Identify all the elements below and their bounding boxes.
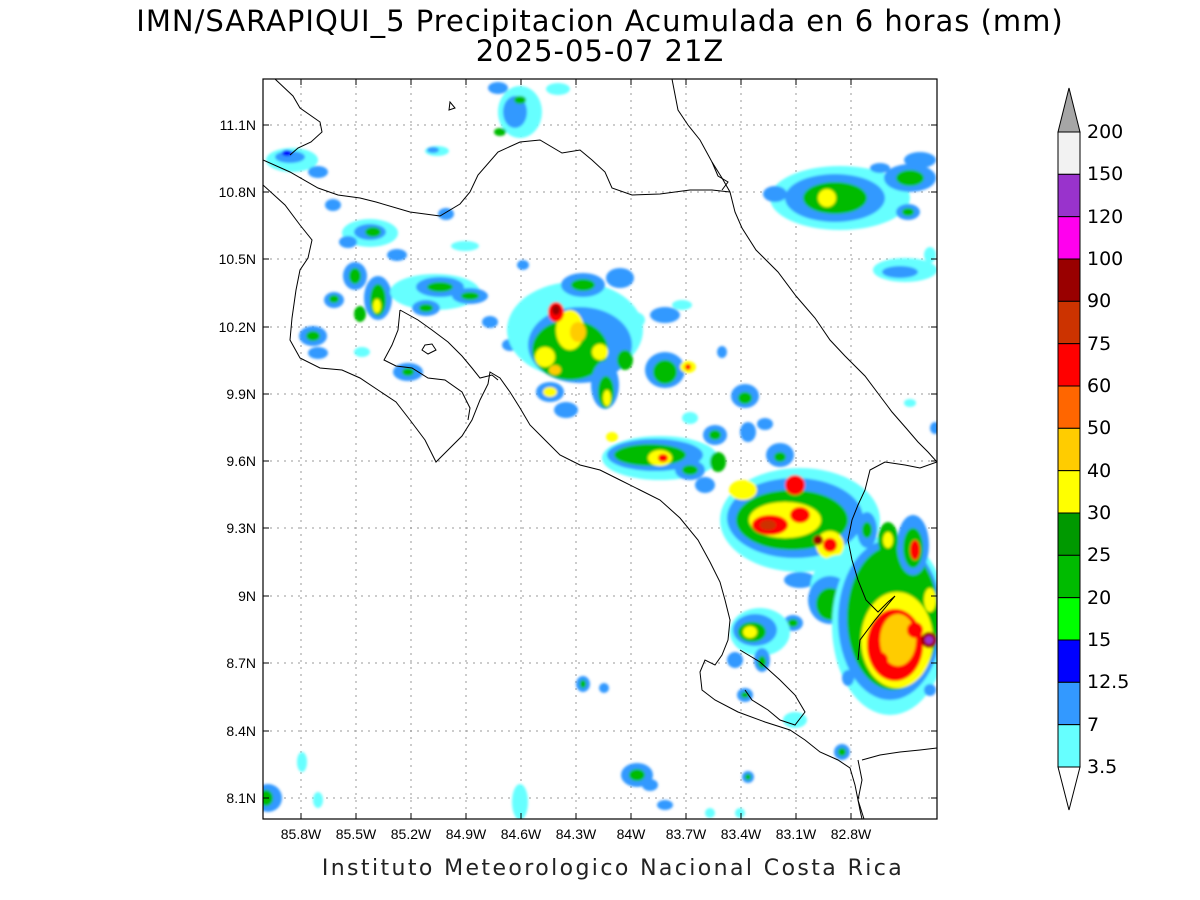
lat-label: 8.4N bbox=[226, 723, 256, 739]
coastline-and-borders bbox=[263, 79, 937, 819]
colorbar-swatch-20-25 bbox=[1057, 554, 1081, 599]
colorbar-label: 12.5 bbox=[1087, 671, 1130, 693]
precip-cells-central bbox=[507, 268, 727, 418]
lat-label: 9.3N bbox=[226, 520, 256, 536]
colorbar-swatch-7-12.5 bbox=[1057, 681, 1081, 726]
colorbar-swatch-60-75 bbox=[1057, 343, 1081, 387]
colorbar-label: 60 bbox=[1087, 375, 1112, 397]
precip-cells-north bbox=[488, 82, 570, 138]
lat-label: 9.6N bbox=[226, 453, 256, 469]
lat-label: 10.2N bbox=[218, 319, 256, 335]
lon-label: 83.1W bbox=[775, 826, 817, 842]
precipitation-field bbox=[263, 82, 937, 819]
colorbar-swatch-40-50 bbox=[1057, 427, 1081, 472]
map-title: IMN/SARAPIQUI_5 Precipitacion Acumulada … bbox=[136, 4, 1064, 38]
colorbar-label: 15 bbox=[1087, 629, 1112, 651]
pacific-coast-nicoya bbox=[263, 184, 863, 819]
nicoya-island bbox=[421, 343, 437, 355]
burica-peninsula bbox=[857, 759, 865, 819]
nicaragua-lake-shore bbox=[274, 79, 323, 156]
map-valid-time: 2025-05-07 21Z bbox=[475, 34, 725, 68]
colorbar-swatch-120-150 bbox=[1057, 173, 1081, 218]
colorbar-over-triangle bbox=[1057, 87, 1081, 133]
colorbar-under-triangle bbox=[1057, 766, 1081, 811]
colorbar-swatch-3.5-7 bbox=[1057, 724, 1081, 768]
lon-label: 85.5W bbox=[335, 826, 377, 842]
osa-peninsula bbox=[739, 649, 806, 726]
precip-cells-south bbox=[512, 676, 754, 819]
colorbar-label: 20 bbox=[1087, 587, 1112, 609]
plot-frame bbox=[262, 78, 938, 820]
colorbar-label: 200 bbox=[1087, 121, 1124, 143]
colorbar-label: 75 bbox=[1087, 333, 1112, 355]
colorbar-label: 90 bbox=[1087, 290, 1112, 312]
colorbar-label: 100 bbox=[1087, 248, 1124, 270]
lat-label: 9.9N bbox=[226, 386, 256, 402]
colorbar bbox=[1057, 87, 1081, 811]
lon-label: 85.2W bbox=[390, 826, 432, 842]
colorbar-label: 40 bbox=[1087, 460, 1112, 482]
lon-label: 84.6W bbox=[500, 826, 542, 842]
lat-label: 9N bbox=[238, 588, 256, 604]
lon-label: 82.8W bbox=[830, 826, 872, 842]
nicaragua-border bbox=[263, 139, 731, 217]
caribbean-coast-notch bbox=[711, 161, 729, 191]
colorbar-label: 30 bbox=[1087, 502, 1112, 524]
colorbar-swatch-25-30 bbox=[1057, 512, 1081, 556]
colorbar-swatch-90-100 bbox=[1057, 258, 1081, 302]
precip-cells-far-southeast bbox=[832, 512, 937, 715]
lake-island bbox=[448, 100, 456, 111]
lon-label: 85.8W bbox=[280, 826, 322, 842]
precip-cells-northwest bbox=[263, 146, 529, 812]
gulf-of-nicoya-shore bbox=[383, 309, 471, 421]
caribbean-coast-north bbox=[671, 79, 937, 463]
lat-label: 8.7N bbox=[226, 655, 256, 671]
lon-label: 84.9W bbox=[445, 826, 487, 842]
panama-pacific-coast bbox=[861, 747, 937, 761]
lat-label: 10.5N bbox=[218, 251, 256, 267]
colorbar-swatch-30-40 bbox=[1057, 470, 1081, 514]
lat-label: 10.8N bbox=[218, 184, 256, 200]
lon-label: 84.3W bbox=[555, 826, 597, 842]
colorbar-label: 25 bbox=[1087, 544, 1112, 566]
gulf-of-nicoya-inner bbox=[399, 309, 499, 381]
colorbar-swatch-15-20 bbox=[1057, 597, 1081, 641]
precip-cells-caribbean bbox=[763, 152, 937, 434]
footer-credit: Instituto Meteorologico Nacional Costa R… bbox=[321, 856, 905, 881]
colorbar-label: 150 bbox=[1087, 163, 1124, 185]
lon-label: 84W bbox=[616, 826, 646, 842]
precip-cells-southeast bbox=[720, 443, 880, 728]
lat-label: 8.1N bbox=[226, 790, 256, 806]
panama-border bbox=[847, 461, 937, 661]
colorbar-label: 120 bbox=[1087, 206, 1124, 228]
colorbar-swatch-100-120 bbox=[1057, 216, 1081, 260]
colorbar-swatch-50-60 bbox=[1057, 385, 1081, 429]
axis-ticks bbox=[263, 79, 937, 819]
lon-label: 83.7W bbox=[665, 826, 707, 842]
precip-band-central-pacific bbox=[602, 384, 773, 493]
lon-label: 83.4W bbox=[720, 826, 762, 842]
colorbar-label: 3.5 bbox=[1087, 756, 1118, 778]
precip-cells-golfo-dulce bbox=[727, 608, 850, 760]
colorbar-swatch-75-90 bbox=[1057, 300, 1081, 345]
colorbar-label: 50 bbox=[1087, 417, 1112, 439]
colorbar-swatch-12.5-15 bbox=[1057, 639, 1081, 683]
lat-label: 11.1N bbox=[219, 117, 256, 133]
colorbar-swatch-150-200 bbox=[1057, 131, 1081, 175]
colorbar-label: 7 bbox=[1087, 714, 1100, 736]
